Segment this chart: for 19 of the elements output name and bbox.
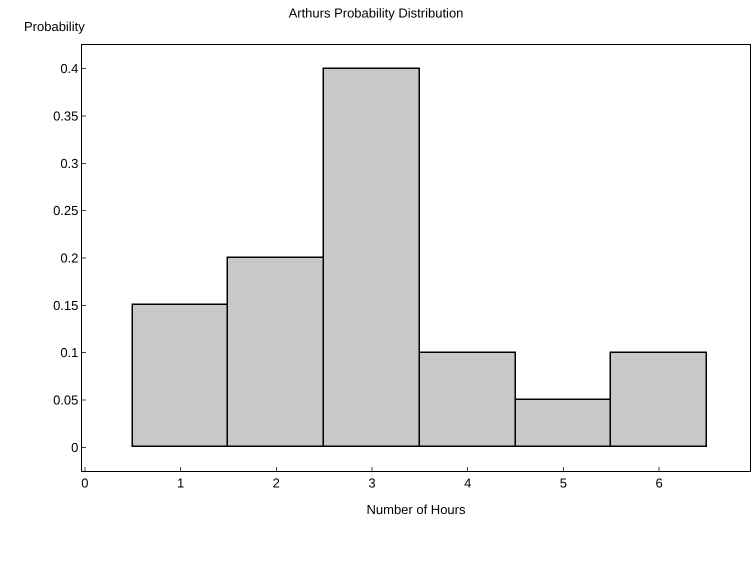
y-tick-label: 0.25 [53,203,78,218]
y-tick-label: 0.1 [60,345,78,360]
x-axis-title: Number of Hours [366,502,466,518]
y-tick-label: 0.35 [53,108,78,124]
y-tick-label: 0.15 [53,298,78,313]
x-tick-label: 0 [81,476,88,491]
y-tick-label: 0 [71,440,78,455]
x-tick-label: 4 [464,476,472,491]
y-tick-label: 0.3 [60,156,78,171]
y-tick-label: 0.05 [53,392,78,408]
x-tick-label: 3 [368,476,376,491]
y-tick-label: 0.4 [60,61,78,76]
x-tick-label: 5 [560,476,567,491]
x-tick-label: 2 [272,476,280,491]
y-axis-title: Probability [24,19,86,34]
x-tick-label: 6 [655,476,663,491]
y-tick-label: 0.2 [60,250,78,266]
chart-title: Arthurs Probability Distribution [288,6,464,21]
x-tick-label: 1 [176,476,184,491]
